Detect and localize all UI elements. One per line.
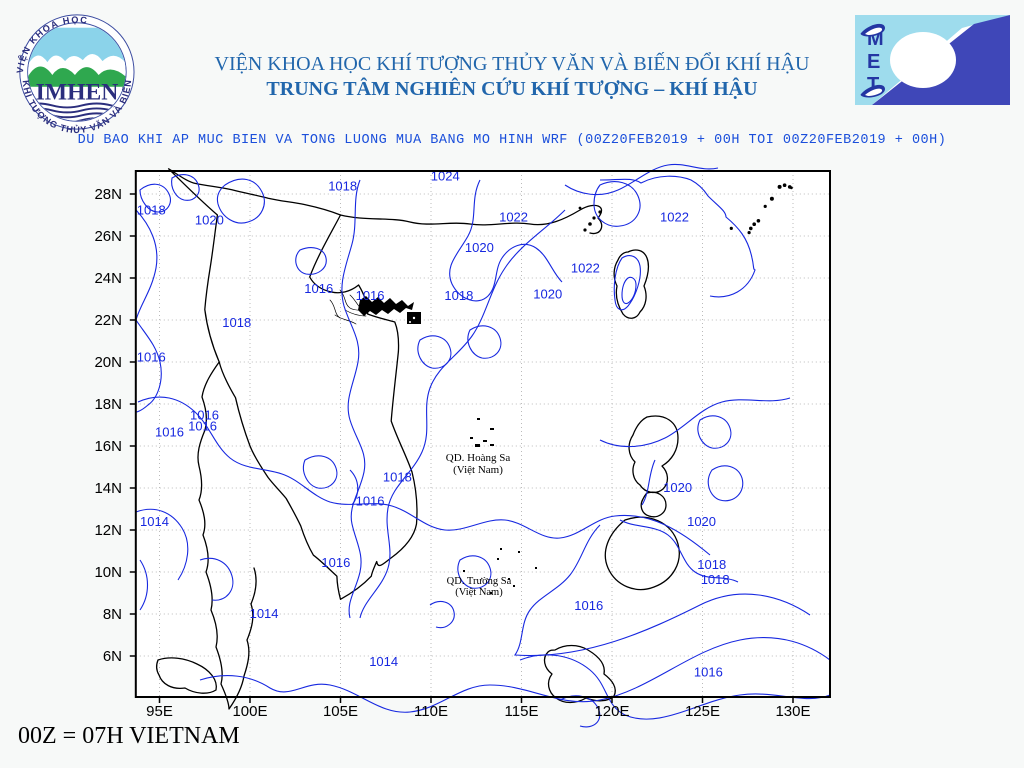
svg-text:1020: 1020	[465, 240, 494, 255]
svg-text:20N: 20N	[94, 354, 122, 371]
svg-text:1018: 1018	[328, 179, 357, 194]
svg-text:12N: 12N	[94, 522, 122, 539]
svg-text:1020: 1020	[687, 514, 716, 529]
svg-text:1016: 1016	[574, 598, 603, 613]
svg-text:100E: 100E	[232, 703, 267, 720]
svg-text:28N: 28N	[94, 186, 122, 203]
svg-text:1014: 1014	[140, 514, 169, 529]
svg-text:110E: 110E	[414, 703, 448, 720]
svg-text:24N: 24N	[94, 270, 122, 287]
svg-text:QD. Hoàng Sa: QD. Hoàng Sa	[446, 452, 511, 464]
svg-text:22N: 22N	[94, 312, 122, 329]
svg-text:1016: 1016	[694, 664, 723, 679]
svg-text:6N: 6N	[103, 648, 122, 665]
svg-text:1016: 1016	[356, 493, 385, 508]
svg-text:1018: 1018	[222, 315, 251, 330]
svg-text:1016: 1016	[356, 288, 385, 303]
svg-text:105E: 105E	[323, 703, 358, 720]
svg-text:1020: 1020	[663, 480, 692, 495]
svg-text:1016: 1016	[188, 418, 217, 433]
svg-text:1022: 1022	[499, 209, 528, 224]
svg-text:1018: 1018	[444, 288, 473, 303]
svg-text:1022: 1022	[660, 209, 689, 224]
svg-text:1014: 1014	[250, 606, 279, 621]
svg-text:1016: 1016	[155, 425, 184, 440]
svg-text:8N: 8N	[103, 606, 122, 623]
svg-text:1020: 1020	[195, 213, 224, 228]
svg-text:115E: 115E	[505, 703, 539, 720]
svg-text:1018: 1018	[383, 470, 412, 485]
svg-text:16N: 16N	[94, 438, 122, 455]
svg-text:120E: 120E	[594, 703, 629, 720]
svg-text:(Việt Nam): (Việt Nam)	[453, 464, 503, 476]
svg-text:26N: 26N	[94, 228, 122, 245]
svg-text:1018: 1018	[701, 572, 730, 587]
svg-text:18N: 18N	[94, 396, 122, 413]
svg-text:(Việt Nam): (Việt Nam)	[455, 587, 503, 598]
svg-text:1016: 1016	[304, 281, 333, 296]
svg-text:1014: 1014	[369, 654, 398, 669]
svg-text:1018: 1018	[697, 557, 726, 572]
svg-text:QD. Trường Sa: QD. Trường Sa	[447, 576, 512, 587]
svg-text:1018: 1018	[137, 202, 166, 217]
svg-text:130E: 130E	[775, 703, 810, 720]
svg-text:1022: 1022	[571, 261, 600, 276]
svg-text:125E: 125E	[685, 703, 720, 720]
svg-text:1020: 1020	[533, 287, 562, 302]
svg-text:95E: 95E	[146, 703, 173, 720]
svg-text:1016: 1016	[137, 349, 166, 364]
svg-text:10N: 10N	[94, 564, 122, 581]
svg-text:1016: 1016	[321, 555, 350, 570]
svg-text:14N: 14N	[94, 480, 122, 497]
